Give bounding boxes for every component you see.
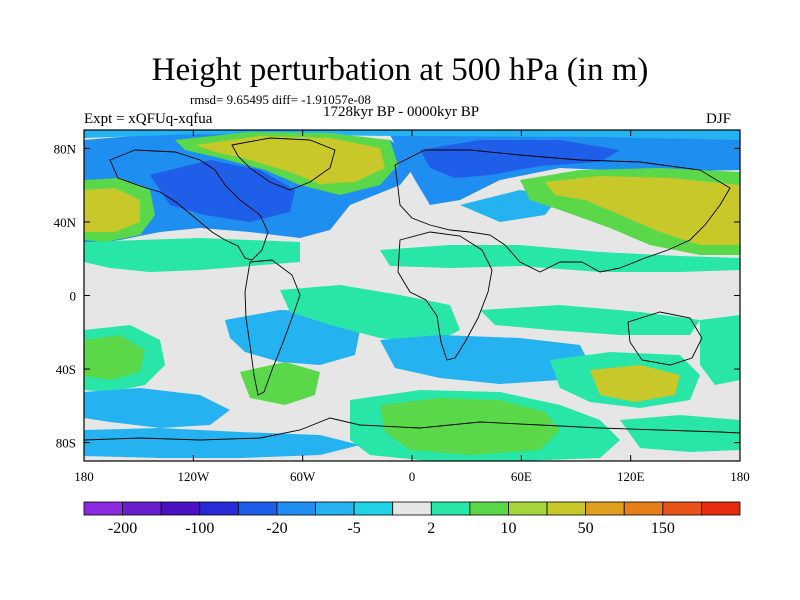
colorbar-label: -5 <box>347 520 360 537</box>
colorbar-swatch <box>430 501 471 516</box>
coast-greenland <box>231 137 336 191</box>
colorbar-label: 2 <box>427 520 435 537</box>
lon-tick-label: 60W <box>290 469 316 484</box>
contour-subtropical-band <box>84 238 300 272</box>
lat-tick-label: 80N <box>54 141 77 156</box>
lon-tick-label: 0 <box>409 469 416 484</box>
colorbar-swatch <box>701 501 741 516</box>
contour-west-pacific-high-core <box>84 188 140 232</box>
contour-east-indian-band <box>480 305 700 335</box>
contour-antarctic-band-west <box>84 428 360 458</box>
lon-tick-label: 60E <box>511 469 532 484</box>
colorbar-swatch <box>546 501 587 516</box>
colorbar: -200 -100 -20 -5 2 10 50 150 <box>83 501 741 537</box>
coast-antarctica <box>84 417 740 441</box>
colorbar-swatch <box>469 501 509 516</box>
contour-south-pacific-high-core <box>84 335 145 380</box>
coast-eurasia <box>394 149 731 273</box>
contour-greenland-high-core <box>195 136 385 184</box>
coast-africa <box>397 231 493 361</box>
contour-eurasia-low-core <box>420 140 620 178</box>
colorbar-swatch <box>623 501 664 516</box>
contour-antarctic-high-core <box>380 398 560 455</box>
colorbar-swatch <box>508 501 548 516</box>
colorbar-label: 50 <box>578 520 594 537</box>
contour-indian-ocean-high-core <box>590 365 680 402</box>
coast-south-america <box>244 259 301 396</box>
colorbar-swatch <box>353 501 394 516</box>
lat-tick-label: 40S <box>56 362 76 377</box>
colorbar-label: -200 <box>108 520 137 537</box>
contour-north-america-low-core <box>150 160 295 222</box>
contour-southern-ocean-low <box>84 388 230 428</box>
colorbar-label: -100 <box>185 520 214 537</box>
contour-asia-subtropical <box>380 245 740 272</box>
lon-tick-label: 180 <box>730 469 750 484</box>
colorbar-swatch <box>199 501 239 516</box>
colorbar-swatch <box>315 501 355 516</box>
lat-tick-label: 80S <box>56 436 76 451</box>
contour-field <box>84 130 740 461</box>
experiment-label: Expt = xQFUq-xqfua <box>84 111 213 127</box>
stats-label: rmsd= 9.65495 diff= -1.91057e-08 <box>190 92 371 107</box>
coastlines <box>84 137 740 441</box>
plot-title: Height perturbation at 500 hPa (in m) <box>151 52 649 88</box>
coast-australia <box>627 311 703 366</box>
colorbar-label: 150 <box>651 520 675 537</box>
axis-ticks: 180 120W 60W 0 60E 120E 180 80N 40N 0 40S 80S <box>54 130 750 484</box>
colorbar-swatch <box>83 501 123 516</box>
coast-north-america <box>109 149 269 261</box>
colorbar-swatch <box>585 501 625 516</box>
colorbar-swatch <box>122 501 162 516</box>
season-label: DJF <box>706 111 732 127</box>
lon-tick-label: 120E <box>617 469 645 484</box>
colorbar-swatch <box>237 501 278 516</box>
contour-antarctic-band-east <box>620 415 740 452</box>
contour-indian-ocean-low <box>380 335 590 384</box>
lat-tick-label: 0 <box>70 289 77 304</box>
colorbar-swatch <box>662 501 702 516</box>
contour-australia-east-high <box>700 315 740 385</box>
lat-tick-label: 40N <box>54 215 77 230</box>
contour-east-asia-high-core <box>545 176 740 245</box>
period-label: 1728kyr BP - 0000kyr BP <box>323 104 480 120</box>
lon-tick-label: 180 <box>74 469 94 484</box>
colorbar-swatch <box>276 501 316 516</box>
lon-tick-label: 120W <box>177 469 210 484</box>
contour-south-atlantic-high <box>280 285 460 345</box>
colorbar-label: -20 <box>266 520 287 537</box>
colorbar-label: 10 <box>500 520 516 537</box>
colorbar-swatch <box>392 501 432 516</box>
colorbar-swatch <box>160 501 201 516</box>
